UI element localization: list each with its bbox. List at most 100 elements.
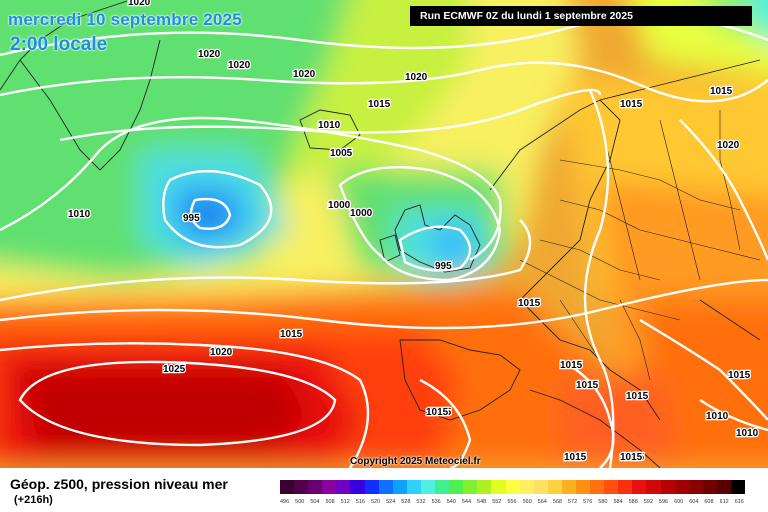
legend-title: Géop. z500, pression niveau mer <box>10 476 228 492</box>
scale-tick-label: 568 <box>552 499 562 505</box>
color-scale-ticks: 496 500 504 508 512 516 520 524 528 532 536 540 544 5… <box>280 499 750 509</box>
color-swatch <box>660 480 675 494</box>
isobar-label: 1015 <box>576 380 599 391</box>
color-swatch <box>477 480 492 494</box>
isobar-label: 1015 <box>710 86 733 97</box>
isobar-label: 995 <box>183 213 200 224</box>
isobar-label: 1010 <box>736 428 759 439</box>
isobar-label: 1015 <box>280 329 303 340</box>
color-swatch <box>533 480 548 494</box>
scale-tick-label: 576 <box>583 499 593 505</box>
color-swatch <box>420 480 436 494</box>
isobar-label: 1020 <box>228 60 251 71</box>
scale-tick-label: 584 <box>613 499 623 505</box>
isobar-label: 1015 <box>368 99 391 110</box>
isobar-label: 1020 <box>128 0 151 8</box>
scale-tick-label: 596 <box>658 499 669 505</box>
scale-tick-label: 612 <box>719 499 729 505</box>
isobar-label: 1020 <box>717 140 740 151</box>
isobar-label: 1015 <box>560 360 583 371</box>
color-swatch <box>575 480 591 494</box>
color-swatch <box>364 480 379 494</box>
scale-tick-label: 524 <box>386 499 396 505</box>
color-swatch <box>308 480 323 494</box>
scale-tick-label: 508 <box>325 499 335 505</box>
isobar-label: 1015 <box>564 452 587 463</box>
color-swatch <box>378 480 393 494</box>
color-swatch <box>688 480 703 494</box>
scale-tick-label: 616 <box>734 499 744 505</box>
scale-tick-label: 500 <box>295 499 305 505</box>
scale-tick-label: 564 <box>537 499 547 505</box>
scale-tick-label: 600 <box>674 499 684 505</box>
coastlines <box>0 0 761 468</box>
forecast-time: 2:00 locale <box>10 34 108 55</box>
scale-tick-label: 592 <box>643 499 653 505</box>
scale-tick-label: 588 <box>628 499 638 505</box>
color-swatch <box>716 480 731 494</box>
color-swatch <box>731 480 746 494</box>
color-swatch <box>336 480 351 494</box>
scale-tick-label: 608 <box>704 499 714 505</box>
scale-tick-label: 556 <box>507 499 517 505</box>
scale-tick-label: 544 <box>461 499 472 505</box>
isobar-label: 1015 <box>564 452 587 463</box>
color-swatch <box>435 480 450 494</box>
isobar-label: 995 <box>435 261 452 272</box>
pressure-chart: 1020 1020 1020 1020 1020 1015 1015 1015 1010 1005… <box>0 0 768 468</box>
scale-tick-label: 532 <box>416 499 426 505</box>
isobar-label: 1010 <box>318 120 341 131</box>
color-swatch <box>463 480 478 494</box>
isobar-labels: 1020 1020 1020 1020 1020 1015 1015 1015 1010 1005… <box>67 0 760 464</box>
color-swatch <box>491 480 506 494</box>
color-swatch <box>449 480 464 494</box>
color-swatch <box>590 480 605 494</box>
isobar-label: 1000 <box>328 200 351 211</box>
isobar-label: 1015 <box>518 298 541 309</box>
scale-tick-label: 560 <box>522 499 532 505</box>
scale-tick-label: 604 <box>689 499 699 505</box>
isobar-label: 1015 <box>626 391 649 402</box>
weather-map: 1020 1020 1020 1020 1020 1015 1015 1015 1010 1005… <box>0 0 768 468</box>
isobar-label: 1020 <box>293 69 316 80</box>
isobar-label: 1015 <box>620 99 643 110</box>
color-swatch <box>674 480 689 494</box>
color-swatch <box>646 480 661 494</box>
isobar-label: 1000 <box>350 208 373 219</box>
isobar-label: 1015 <box>622 452 645 463</box>
isobar-label: 1015 <box>620 452 643 463</box>
isobar-label: 1015 <box>426 407 449 418</box>
color-swatch <box>618 480 633 494</box>
color-swatch <box>702 480 717 494</box>
color-swatch <box>561 480 576 494</box>
isobar-label: 1015 <box>429 407 452 418</box>
isobar-label: 1015 <box>728 370 751 381</box>
isobars <box>0 16 768 468</box>
scale-tick-label: 528 <box>401 499 411 505</box>
color-swatch <box>350 480 365 494</box>
isobar-label: 1005 <box>330 148 353 159</box>
scale-tick-label: 572 <box>567 499 578 505</box>
scale-tick-label: 516 <box>355 499 365 505</box>
copyright: Copyright 2025 Meteociel.fr <box>350 456 481 467</box>
scale-tick-label: 520 <box>370 499 381 505</box>
scale-tick-label: 536 <box>431 499 441 505</box>
color-swatch <box>392 480 407 494</box>
scale-tick-label: 580 <box>598 499 608 505</box>
color-swatch <box>505 480 520 494</box>
color-swatch <box>519 480 534 494</box>
geopotential-field <box>0 0 768 468</box>
scale-tick-label: 496 <box>280 499 290 505</box>
isobar-label: 1020 <box>405 72 428 83</box>
color-swatch <box>322 480 337 494</box>
color-swatch <box>547 480 562 494</box>
scale-tick-label: 552 <box>492 499 502 505</box>
isobar-label: 1010 <box>68 209 91 220</box>
color-swatch <box>604 480 619 494</box>
run-info: Run ECMWF 0Z du lundi 1 septembre 2025 <box>410 6 752 26</box>
legend-bar: Géop. z500, pression niveau mer (+216h) … <box>0 468 768 512</box>
isobar-label: 1020 <box>198 49 221 60</box>
scale-tick-label: 512 <box>340 499 350 505</box>
scale-tick-label: 540 <box>446 499 456 505</box>
